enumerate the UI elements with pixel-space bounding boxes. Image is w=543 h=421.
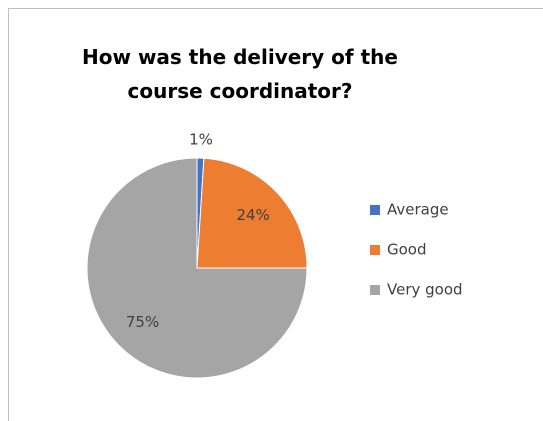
- legend-label: Average: [387, 201, 449, 219]
- legend-swatch: [370, 245, 380, 255]
- legend-label: Good: [387, 241, 427, 259]
- data-label: 75%: [126, 313, 159, 331]
- legend-swatch: [370, 285, 380, 295]
- chart-title: How was the delivery of the course coord…: [82, 45, 398, 103]
- legend-label: Very good: [387, 281, 463, 299]
- pie-slice: [86, 157, 308, 379]
- chart-frame: [8, 8, 543, 421]
- data-label: 24%: [236, 206, 269, 224]
- data-label: 1%: [189, 131, 213, 149]
- legend-swatch: [370, 205, 380, 215]
- pie-slice: [196, 157, 308, 269]
